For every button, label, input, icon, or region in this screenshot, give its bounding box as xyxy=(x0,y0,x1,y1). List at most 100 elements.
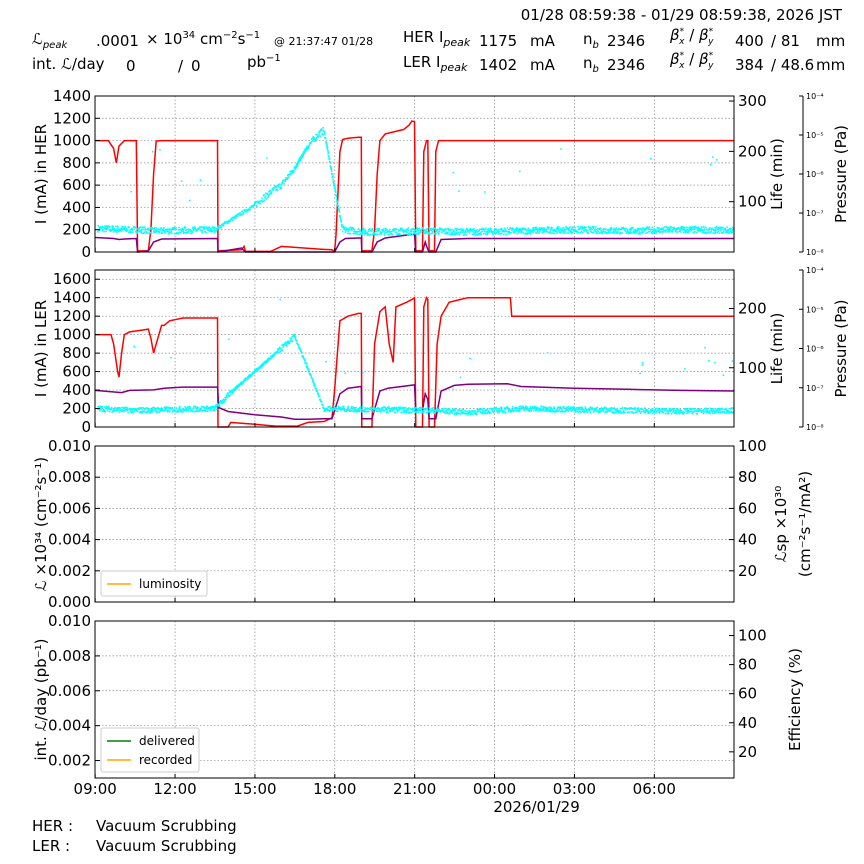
pressure-point-ler xyxy=(672,410,675,413)
pressure-point-ler xyxy=(583,408,586,411)
pressure-point-her xyxy=(450,228,452,231)
ytick-label-luminosity: 0.008 xyxy=(48,468,91,486)
lpeak-unit-s: s xyxy=(237,30,246,48)
pressure-point-ler xyxy=(314,385,317,387)
pressure-point-her xyxy=(678,228,681,231)
pressure-point-her xyxy=(364,229,367,232)
pressure-point-her xyxy=(378,227,381,230)
pressure-point-ler xyxy=(675,411,678,413)
pressure-point-her xyxy=(444,228,447,231)
pressure-point-ler xyxy=(413,408,416,411)
pressure-point-ler xyxy=(209,409,212,412)
pressure-point-ler xyxy=(655,407,658,410)
pressure-point-her xyxy=(316,133,319,136)
pressure-point-ler xyxy=(276,351,279,353)
pressure-point-her xyxy=(263,194,266,197)
pressure-point-her xyxy=(229,220,232,223)
pressure-point-her xyxy=(504,228,507,231)
pressure-point-her xyxy=(468,232,471,234)
pressure-point-her xyxy=(307,147,310,150)
pressure-point-her xyxy=(567,232,570,235)
pressure-point-her xyxy=(214,227,217,229)
ytick-right-label-ler: 100 xyxy=(738,359,767,377)
pressure-point-her xyxy=(545,228,548,231)
pressure-point-her xyxy=(715,227,718,230)
ler-peak-text: LER I xyxy=(403,53,441,71)
ler-beta-slash: / xyxy=(689,50,695,68)
pressure-point-her xyxy=(574,226,576,229)
pressure-point-ler xyxy=(576,410,579,413)
pressure-point-her xyxy=(380,231,383,234)
pressure-point-her xyxy=(651,226,654,229)
pressure-point-ler xyxy=(682,412,684,415)
pressure-point-ler xyxy=(365,410,368,413)
pressure-point-her xyxy=(201,230,204,232)
pressure-point-her xyxy=(551,226,554,229)
pressure-point-her xyxy=(134,227,137,229)
pressure-point-her xyxy=(431,230,434,233)
pressure-point-her xyxy=(107,227,109,230)
pressure-point-ler xyxy=(204,410,207,413)
pressure-point-ler xyxy=(185,410,188,413)
pressure-point-her xyxy=(249,208,252,211)
pressure-point-ler xyxy=(324,409,327,412)
pressure-point-ler xyxy=(611,407,614,410)
pressure-point-ler xyxy=(467,413,470,416)
pressure-point-her xyxy=(544,230,547,233)
pressure-point-ler xyxy=(358,409,360,412)
pressure-point-ler xyxy=(715,410,718,413)
pressure-point-ler xyxy=(616,407,619,410)
pressure-point-ler xyxy=(310,374,312,377)
pressure-point-her xyxy=(234,217,237,220)
pressure-point-her xyxy=(380,233,383,235)
pressure-point-ler xyxy=(122,410,125,413)
pressure-point-her xyxy=(390,230,393,233)
pressure-point-her xyxy=(293,169,295,172)
ytick-label-ler: 1200 xyxy=(53,307,91,325)
pressure-point-ler xyxy=(400,411,403,414)
pressure-point-her xyxy=(484,232,487,235)
pressure-point-her xyxy=(624,230,627,232)
pressure-point-her xyxy=(609,231,611,234)
pressure-point-her xyxy=(418,233,420,236)
pressure-point-ler xyxy=(667,412,670,415)
pressure-point-ler xyxy=(545,406,548,409)
pressure-point-her xyxy=(506,227,509,229)
pressure-point-her xyxy=(199,179,202,181)
pressure-point-her xyxy=(188,199,191,202)
lpeak-value: .0001 xyxy=(96,32,139,50)
pressure-point-her xyxy=(662,226,665,229)
pressure-point-her xyxy=(157,228,160,231)
xtick-label: 21:00 xyxy=(393,780,436,798)
pressure-point-her xyxy=(498,230,501,233)
her-peak-sub: peak xyxy=(443,36,471,49)
pressure-point-her xyxy=(410,229,413,232)
pressure-point-her xyxy=(121,226,124,228)
pressure-point-her xyxy=(604,228,607,231)
pressure-point-ler xyxy=(435,410,438,412)
pressure-point-her xyxy=(436,229,439,231)
pressure-point-her xyxy=(463,233,466,236)
pressure-point-her xyxy=(205,231,207,234)
pressure-point-ler xyxy=(319,398,322,401)
her-peak-label: HER Ipeak xyxy=(403,28,470,49)
pressure-point-her xyxy=(617,231,619,234)
pressure-point-her xyxy=(493,230,496,233)
pressure-point-her xyxy=(434,227,437,230)
legend-box-luminosity xyxy=(100,570,208,597)
ler-beta-value: 384 xyxy=(735,56,764,74)
pressure-point-her xyxy=(263,199,266,202)
pressure-point-her xyxy=(308,143,311,146)
pressure-point-her xyxy=(252,204,255,207)
pressure-point-her xyxy=(590,228,592,231)
pressure-point-ler xyxy=(459,376,462,379)
pressure-point-ler xyxy=(634,408,637,411)
pressure-point-her xyxy=(649,157,652,160)
ytick-right-label-luminosity: 80 xyxy=(738,468,757,486)
pressure-point-ler xyxy=(614,407,616,410)
pressure-point-her xyxy=(110,229,113,232)
pressure-point-her xyxy=(281,181,284,184)
pressure-point-her xyxy=(647,228,649,231)
pressure-point-her xyxy=(280,187,283,190)
